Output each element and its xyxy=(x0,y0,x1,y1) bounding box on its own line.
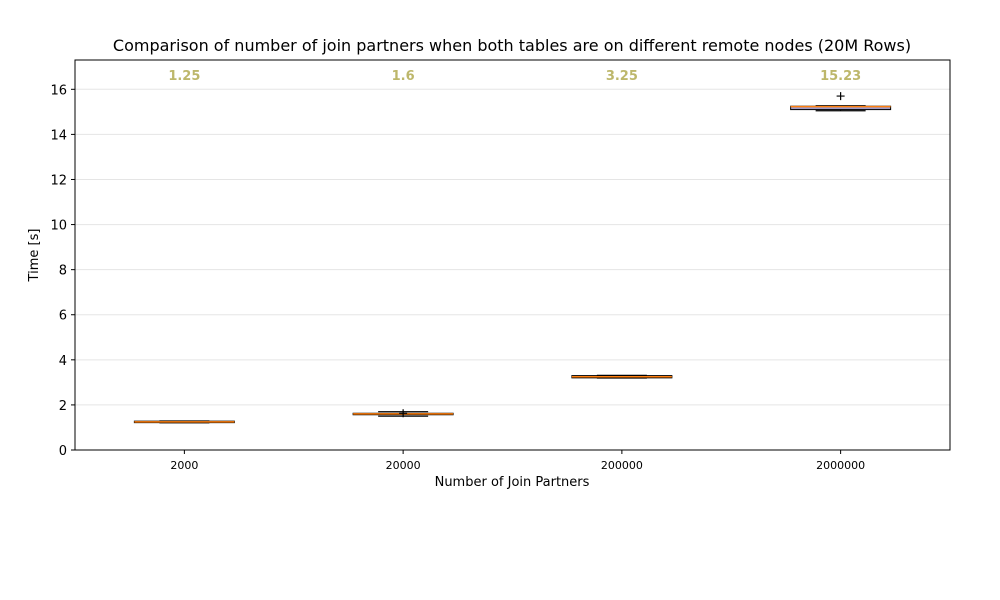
y-tick-label: 0 xyxy=(59,444,67,459)
y-tick-label: 14 xyxy=(50,128,67,143)
median-value-label: 1.6 xyxy=(392,69,415,84)
x-axis-label: Number of Join Partners xyxy=(435,475,590,490)
y-tick-label: 16 xyxy=(50,83,67,98)
box-series xyxy=(133,92,892,424)
grid-lines xyxy=(75,88,950,451)
x-tick-label: 200000 xyxy=(601,459,643,472)
y-tick-label: 10 xyxy=(50,219,67,234)
median-labels: 1.25 1.6 3.25 15.23 xyxy=(168,69,861,84)
outlier-marker xyxy=(836,92,845,101)
y-tick-label: 4 xyxy=(59,354,67,369)
y-tick-label: 12 xyxy=(50,173,67,188)
box-2000000 xyxy=(790,92,892,112)
box-200000 xyxy=(571,374,673,379)
x-tick-label: 2000000 xyxy=(816,459,865,472)
plot-frame xyxy=(74,59,951,451)
median-value-label: 1.25 xyxy=(168,69,200,84)
x-axis: 2000 20000 200000 2000000 xyxy=(170,450,865,472)
y-tick-label: 2 xyxy=(59,399,67,414)
median-value-label: 15.23 xyxy=(820,69,861,84)
box-2000 xyxy=(133,420,235,424)
y-axis-label: Time [s] xyxy=(27,229,42,283)
y-axis: 0 2 4 6 8 10 12 14 16 xyxy=(50,83,75,459)
x-tick-label: 2000 xyxy=(170,459,198,472)
median-value-label: 3.25 xyxy=(606,69,638,84)
outlier-marker xyxy=(399,409,408,418)
box-20000 xyxy=(352,409,454,418)
y-tick-label: 8 xyxy=(59,264,67,279)
chart-title: Comparison of number of join partners wh… xyxy=(113,36,911,55)
y-tick-label: 6 xyxy=(59,309,67,324)
x-tick-label: 20000 xyxy=(386,459,421,472)
